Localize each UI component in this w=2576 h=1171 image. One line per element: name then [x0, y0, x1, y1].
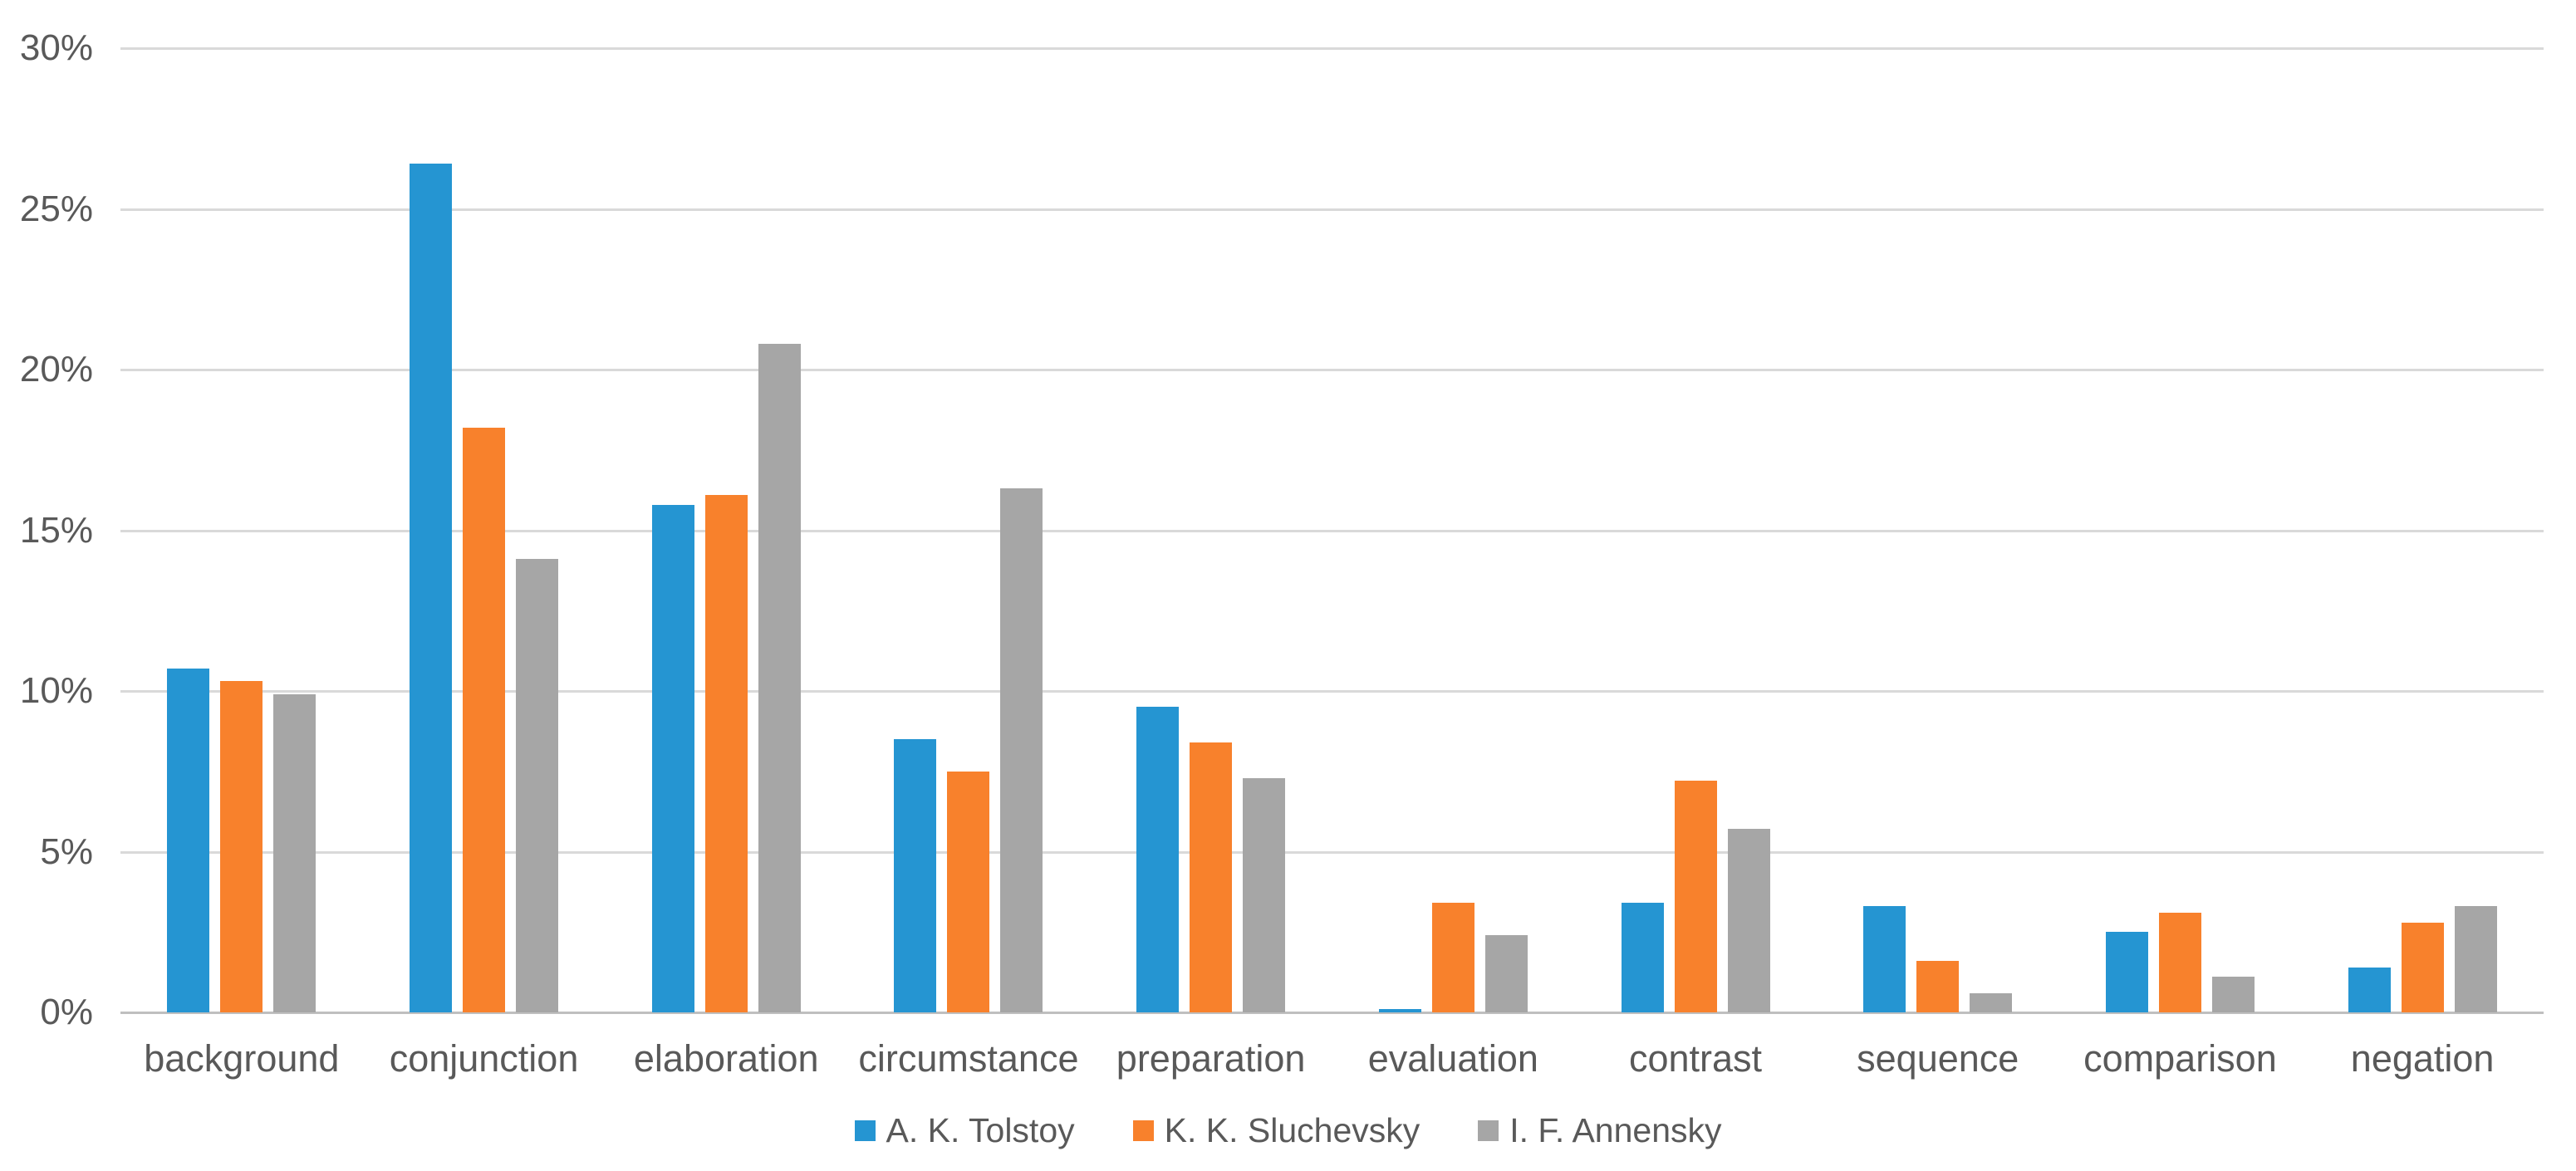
plot-area	[120, 47, 2544, 1014]
x-tick-label-sequence: sequence	[1857, 1037, 2019, 1080]
x-tick-label-evaluation: evaluation	[1367, 1037, 1538, 1080]
legend-item-a-k-tolstoy: A. K. Tolstoy	[854, 1111, 1075, 1150]
x-tick-label-preparation: preparation	[1116, 1037, 1306, 1080]
legend-swatch-icon	[854, 1120, 876, 1141]
y-tick-label-0%: 0%	[40, 992, 93, 1032]
y-tick-label-5%: 5%	[40, 830, 93, 872]
bar-comparison-k-k-sluchevsky	[2158, 913, 2201, 1012]
x-tick-label-circumstance: circumstance	[858, 1037, 1079, 1080]
bar-preparation-i-f-annensky	[1243, 777, 1286, 1012]
bar-evaluation-a-k-tolstoy	[1378, 1009, 1421, 1012]
y-tick-label-15%: 15%	[19, 509, 93, 551]
bar-elaboration-i-f-annensky	[758, 344, 801, 1012]
x-tick-label-comparison: comparison	[2083, 1037, 2277, 1080]
bar-contrast-k-k-sluchevsky	[1674, 781, 1717, 1012]
bar-background-k-k-sluchevsky	[220, 681, 263, 1012]
chart-legend: A. K. Tolstoy K. K. Sluchevsky I. F. Annen…	[0, 1111, 2576, 1150]
bar-contrast-i-f-annensky	[1727, 829, 1770, 1012]
bar-background-i-f-annensky	[273, 693, 316, 1012]
y-tick-label-30%: 30%	[19, 27, 93, 68]
x-axis-line	[120, 1012, 2544, 1014]
gridline-20%	[120, 369, 2544, 371]
bar-contrast-a-k-tolstoy	[1621, 903, 1664, 1012]
bar-sequence-a-k-tolstoy	[1863, 906, 1906, 1012]
bar-sequence-k-k-sluchevsky	[1916, 961, 1960, 1012]
bar-negation-i-f-annensky	[2454, 906, 2497, 1012]
bar-comparison-i-f-annensky	[2211, 977, 2255, 1012]
legend-item-k-k-sluchevsky: K. K. Sluchevsky	[1132, 1111, 1420, 1150]
bar-circumstance-i-f-annensky	[1000, 488, 1043, 1012]
gridline-5%	[120, 850, 2544, 854]
bar-conjunction-i-f-annensky	[516, 559, 559, 1012]
bar-conjunction-k-k-sluchevsky	[463, 427, 506, 1012]
bar-negation-k-k-sluchevsky	[2401, 922, 2444, 1012]
y-tick-label-25%: 25%	[19, 188, 93, 229]
bar-negation-a-k-tolstoy	[2348, 967, 2391, 1012]
bar-circumstance-a-k-tolstoy	[894, 739, 937, 1012]
y-tick-label-20%: 20%	[19, 349, 93, 390]
bar-circumstance-k-k-sluchevsky	[947, 771, 990, 1012]
x-tick-label-background: background	[144, 1037, 340, 1080]
bar-conjunction-a-k-tolstoy	[410, 164, 453, 1012]
bar-elaboration-a-k-tolstoy	[651, 504, 694, 1012]
legend-label: K. K. Sluchevsky	[1164, 1111, 1420, 1149]
x-tick-label-negation: negation	[2350, 1037, 2495, 1080]
legend-label: A. K. Tolstoy	[886, 1111, 1075, 1149]
x-tick-label-conjunction: conjunction	[389, 1037, 579, 1080]
bar-comparison-a-k-tolstoy	[2105, 932, 2148, 1012]
bar-preparation-a-k-tolstoy	[1136, 707, 1180, 1012]
legend-swatch-icon	[1478, 1120, 1499, 1141]
legend-swatch-icon	[1132, 1120, 1154, 1141]
gridline-30%	[120, 47, 2544, 50]
x-tick-label-contrast: contrast	[1628, 1037, 1763, 1080]
bar-sequence-i-f-annensky	[1970, 992, 2013, 1012]
gridline-10%	[120, 690, 2544, 693]
gridline-25%	[120, 208, 2544, 211]
legend-item-i-f-annensky: I. F. Annensky	[1478, 1111, 1722, 1150]
bar-background-a-k-tolstoy	[167, 668, 210, 1012]
legend-label: I. F. Annensky	[1509, 1111, 1722, 1149]
bar-evaluation-k-k-sluchevsky	[1431, 903, 1474, 1012]
x-tick-label-elaboration: elaboration	[633, 1037, 819, 1080]
y-tick-label-10%: 10%	[19, 670, 93, 711]
bar-preparation-k-k-sluchevsky	[1190, 742, 1233, 1012]
gridline-15%	[120, 529, 2544, 532]
bar-evaluation-i-f-annensky	[1484, 935, 1528, 1012]
bar-elaboration-k-k-sluchevsky	[704, 494, 748, 1012]
